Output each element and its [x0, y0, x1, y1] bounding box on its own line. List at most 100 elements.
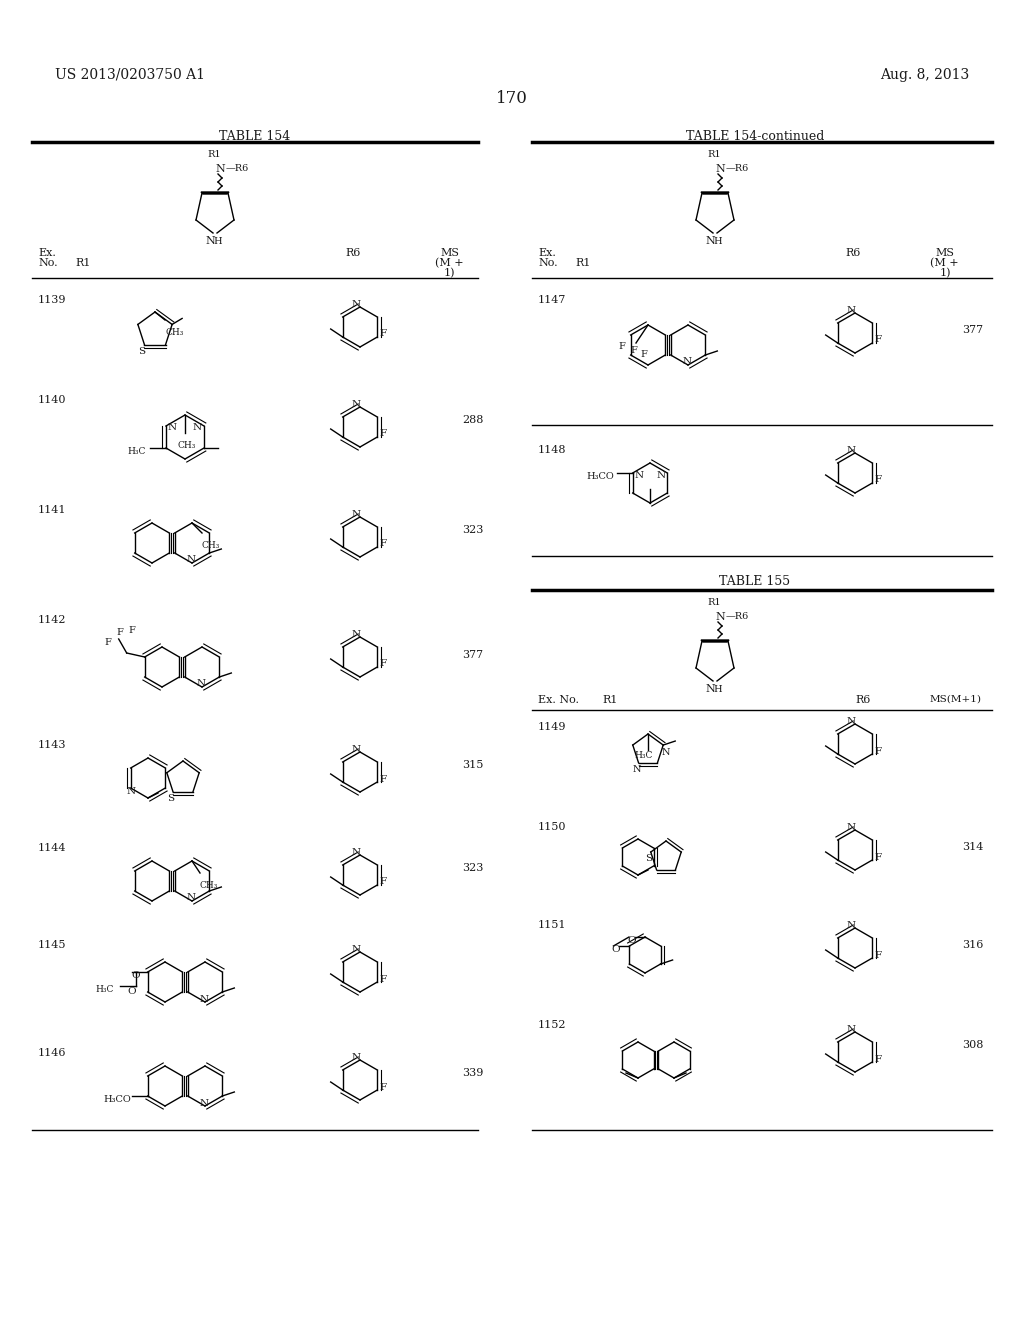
Text: H₃C: H₃C: [634, 751, 652, 760]
Text: N: N: [351, 300, 360, 309]
Text: TABLE 155: TABLE 155: [720, 576, 791, 587]
Text: O: O: [611, 945, 621, 954]
Text: 1144: 1144: [38, 843, 67, 853]
Polygon shape: [201, 191, 229, 194]
Text: —R6: —R6: [226, 164, 249, 173]
Text: F: F: [379, 330, 386, 338]
Text: H₃C: H₃C: [128, 447, 146, 455]
Text: N: N: [351, 847, 360, 857]
Text: R1: R1: [207, 150, 220, 158]
Text: N: N: [656, 471, 666, 480]
Text: Ex.: Ex.: [38, 248, 56, 257]
Text: CH₃: CH₃: [177, 441, 196, 450]
Text: F: F: [630, 346, 637, 355]
Text: 1151: 1151: [538, 920, 566, 931]
Text: (M +: (M +: [435, 257, 464, 268]
Text: 1150: 1150: [538, 822, 566, 832]
Text: N: N: [705, 684, 715, 694]
Text: F: F: [379, 775, 386, 784]
Text: R6: R6: [345, 248, 360, 257]
Text: F: F: [379, 1082, 386, 1092]
Text: F: F: [874, 1055, 882, 1064]
Text: 1): 1): [940, 268, 951, 279]
Text: 377: 377: [462, 649, 483, 660]
Text: H: H: [713, 238, 722, 246]
Text: 315: 315: [462, 760, 483, 770]
Text: N: N: [351, 510, 360, 519]
Text: 308: 308: [962, 1040, 983, 1049]
Text: N: N: [187, 894, 197, 903]
Text: 316: 316: [962, 940, 983, 950]
Text: N: N: [847, 446, 856, 455]
Text: S: S: [167, 793, 174, 803]
Text: 323: 323: [462, 863, 483, 873]
Text: 288: 288: [462, 414, 483, 425]
Text: 1139: 1139: [38, 294, 67, 305]
Text: MS: MS: [440, 248, 459, 257]
Text: N: N: [200, 994, 209, 1003]
Text: F: F: [117, 628, 124, 638]
Text: F: F: [618, 342, 625, 351]
Text: H: H: [213, 238, 221, 246]
Text: F: F: [379, 429, 386, 438]
Text: N: N: [351, 1053, 360, 1063]
Text: N: N: [715, 164, 725, 174]
Text: (M +: (M +: [930, 257, 958, 268]
Text: F: F: [379, 660, 386, 668]
Text: F: F: [379, 974, 386, 983]
Text: R1: R1: [602, 696, 617, 705]
Text: N: N: [662, 748, 670, 758]
Text: 1): 1): [444, 268, 456, 279]
Text: F: F: [129, 626, 135, 635]
Text: CH₃: CH₃: [165, 327, 183, 337]
Text: 1147: 1147: [538, 294, 566, 305]
Text: R1: R1: [575, 257, 591, 268]
Text: N: N: [351, 744, 360, 754]
Text: F: F: [874, 335, 882, 345]
Text: MS(M+1): MS(M+1): [930, 696, 982, 704]
Text: CH₃: CH₃: [202, 541, 220, 550]
Text: US 2013/0203750 A1: US 2013/0203750 A1: [55, 69, 205, 82]
Text: N: N: [847, 306, 856, 315]
Text: N: N: [351, 945, 360, 954]
Text: 1142: 1142: [38, 615, 67, 624]
Text: 170: 170: [496, 90, 528, 107]
Text: N: N: [197, 680, 206, 689]
Text: 1152: 1152: [538, 1020, 566, 1030]
Text: H₃CO: H₃CO: [103, 1096, 131, 1104]
Text: 314: 314: [962, 842, 983, 851]
Text: F: F: [379, 540, 386, 549]
Text: N: N: [127, 787, 136, 796]
Text: MS: MS: [935, 248, 954, 257]
Text: N: N: [193, 424, 202, 433]
Text: H₃C: H₃C: [95, 985, 114, 994]
Polygon shape: [701, 191, 729, 194]
Text: F: F: [874, 950, 882, 960]
Text: Ex.: Ex.: [538, 248, 556, 257]
Text: Ex. No.: Ex. No.: [538, 696, 579, 705]
Text: N: N: [200, 1098, 209, 1107]
Text: N: N: [683, 358, 692, 367]
Text: R1: R1: [75, 257, 90, 268]
Text: 339: 339: [462, 1068, 483, 1078]
Text: F: F: [104, 638, 112, 647]
Text: R6: R6: [845, 248, 860, 257]
Text: N: N: [351, 400, 360, 409]
Text: 1146: 1146: [38, 1048, 67, 1059]
Text: F: F: [874, 853, 882, 862]
Text: O: O: [132, 972, 140, 979]
Text: N: N: [187, 556, 197, 565]
Text: O: O: [627, 936, 636, 945]
Text: TABLE 154-continued: TABLE 154-continued: [686, 129, 824, 143]
Text: 377: 377: [962, 325, 983, 335]
Text: N: N: [847, 717, 856, 726]
Text: 1141: 1141: [38, 506, 67, 515]
Text: Aug. 8, 2013: Aug. 8, 2013: [880, 69, 969, 82]
Text: N: N: [847, 822, 856, 832]
Text: O: O: [128, 987, 136, 997]
Text: R1: R1: [707, 598, 721, 607]
Text: N: N: [715, 612, 725, 622]
Text: No.: No.: [38, 257, 57, 268]
Polygon shape: [701, 640, 729, 642]
Text: F: F: [874, 747, 882, 755]
